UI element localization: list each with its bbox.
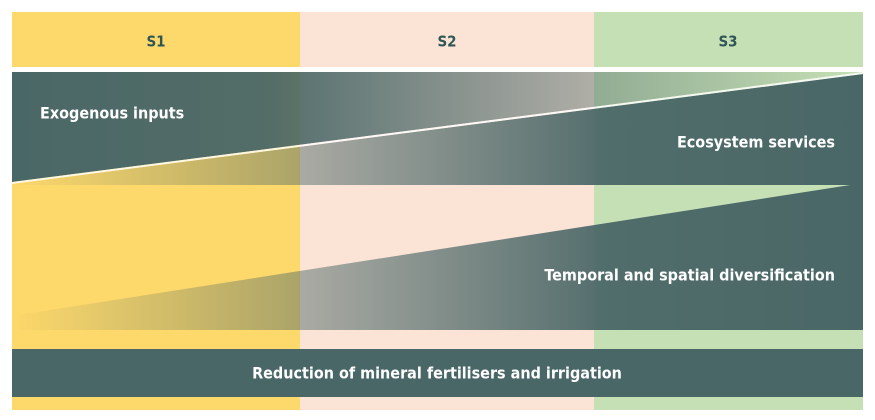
reduction-bar	[12, 349, 863, 397]
diversification-wedge	[12, 183, 863, 330]
header-divider	[12, 67, 863, 72]
divider	[11, 72, 864, 184]
band-label: Temporal and spatial diversification	[544, 266, 835, 285]
band-label: Reduction of mineral fertilisers and irr…	[252, 364, 622, 383]
column-label: S1	[146, 33, 165, 51]
column-label: S3	[718, 33, 737, 51]
band-label: Ecosystem services	[677, 133, 835, 152]
band-label: Exogenous inputs	[40, 104, 184, 123]
ecosystem-wedge	[12, 74, 863, 185]
column-label: S2	[437, 33, 456, 51]
